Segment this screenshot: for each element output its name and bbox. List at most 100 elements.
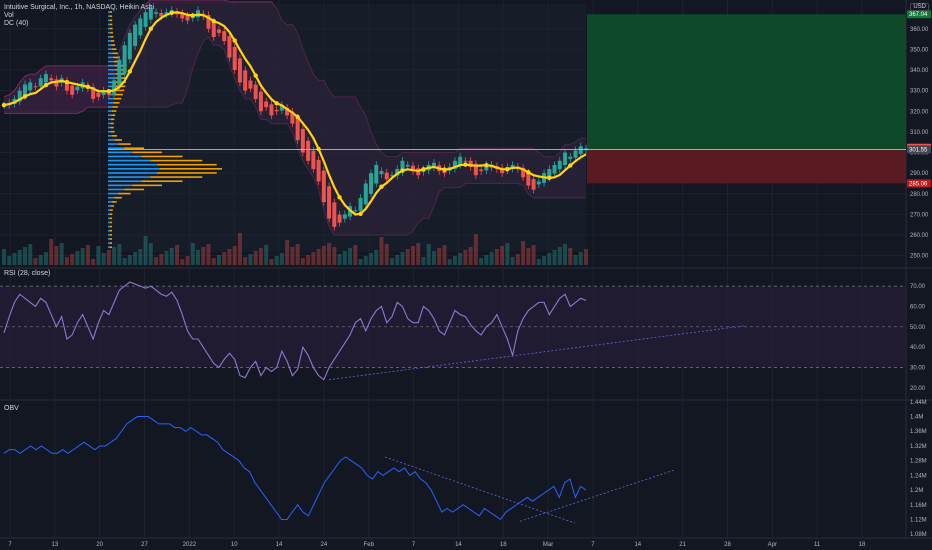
volume-bar [274,256,279,265]
volume-bar [2,249,6,265]
price-tick-label: 330.00 [910,89,929,95]
donchian-indicator-label[interactable]: DC (40) [4,20,29,27]
volume-bar [64,257,69,265]
candle-body [547,169,552,179]
candle-body [552,164,557,174]
moving-average-marker [106,89,112,94]
volume-profile-bar [109,229,113,232]
volume-bar [85,245,90,265]
volume-bar [458,253,463,265]
candle-body [28,82,33,91]
volume-bar [395,255,400,265]
candle-body [563,152,568,166]
volume-bar [159,254,164,265]
moving-average-marker [400,168,405,173]
volume-profile-bar [124,147,145,150]
chart-legend: Intuitive Surgical, Inc., 1h, NASDAQ, He… [4,4,154,28]
candle-body [70,85,75,95]
volume-profile-bar [108,85,116,88]
volume-profile-bar [108,225,110,228]
volume-bar [243,257,248,265]
candle-body [64,80,69,91]
candle-body [222,31,227,42]
candle-body [468,160,473,167]
target-price-tag-background [907,10,931,19]
moving-average-line [3,11,587,216]
volume-bar [526,248,531,265]
moving-average-marker [232,38,237,43]
volume-profile-bar [111,201,117,203]
volume-bar [463,250,468,265]
moving-average-marker [379,184,384,189]
volume-profile-bar [109,11,113,13]
candle-body [379,171,384,175]
volume-bar [285,240,290,265]
volume-bar [390,258,394,265]
volume-profile-bar [108,118,111,121]
volume-indicator-label[interactable]: Vol [4,12,14,19]
volume-bar [138,249,143,265]
volume-bar [416,243,421,265]
price-tick-label: 290.00 [910,171,929,177]
volume-profile-bar [108,31,111,34]
volume-bar [468,247,473,265]
time-tick-label: 2022 [183,542,197,548]
volume-profile-bar [111,114,116,117]
volume-profile-bar [108,73,116,75]
volume-profile-bar [110,126,114,129]
volume-profile-bar [114,196,122,199]
volume-bar [290,247,295,265]
volume-bar [342,251,347,265]
volume-profile-bar [109,246,113,249]
obv-tick-label: 1.16M [910,503,927,509]
volume-profile-bar [108,139,115,141]
candle-body [227,36,232,58]
volume-profile-bar [112,52,118,55]
volume-bar [363,256,368,265]
volume-profile-bar [108,130,111,133]
candle-body [232,46,237,71]
candle-body [321,170,326,203]
volume-profile-bar [141,155,183,158]
stop-price-tag: 285.06 [909,181,928,187]
volume-bar [75,251,80,265]
volume-bar [515,254,520,265]
volume-bar [327,243,332,265]
candle-body [248,80,253,89]
currency-badge[interactable]: USD [910,3,929,11]
volume-profile-bar [108,110,112,112]
volume-profile-bar [108,36,111,38]
volume-bar [54,246,59,265]
volume-bar [154,257,159,265]
candle-body [154,12,159,14]
moving-average-marker [526,170,531,175]
candle-body [327,186,332,219]
candle-body [384,172,389,180]
volume-bar [122,258,127,265]
volume-profile-bar [110,118,115,121]
candle-body [390,175,394,177]
candle-body [17,90,22,102]
moving-average-marker [64,79,70,85]
volume-profile-bar [150,159,203,162]
volume-bar [59,243,64,265]
price-tick-label: 250.00 [910,254,929,260]
volume-profile-bar [108,48,112,50]
volume-bar [505,243,510,265]
volume-bar [196,250,200,265]
volume-bar [264,245,269,265]
volume-bar [536,259,541,265]
volume-profile-bar [141,180,183,183]
volume-profile-bar [108,69,116,71]
symbol-line[interactable]: Intuitive Surgical, Inc., 1h, NASDAQ, He… [4,4,155,11]
price-tick-label: 360.00 [910,27,929,33]
price-tick-label: 270.00 [910,212,929,218]
rsi-pane-label[interactable]: RSI (28, close) [4,270,51,277]
volume-profile-bar [108,102,114,104]
volume-profile-bar [108,155,142,158]
obv-pane-label[interactable]: OBV [4,405,19,412]
volume-bar [127,255,132,265]
volume-bar [175,245,180,265]
candle-body [143,12,148,27]
